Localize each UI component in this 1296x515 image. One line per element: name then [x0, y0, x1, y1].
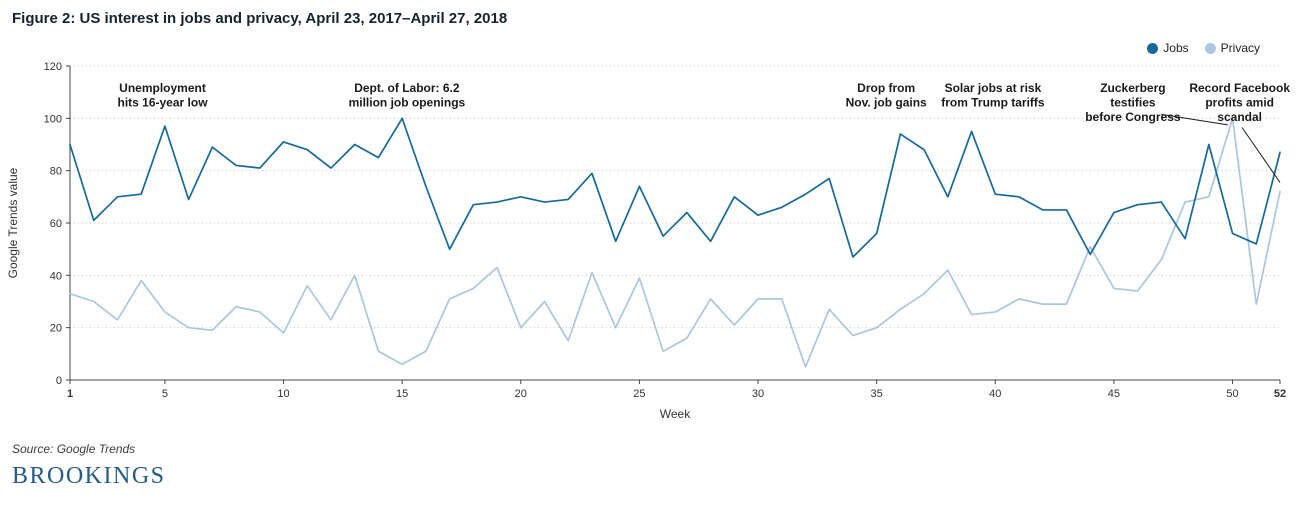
annotation-text: Nov. job gains: [846, 96, 927, 110]
legend-label-jobs: Jobs: [1163, 41, 1189, 55]
chart-legend: Jobs Privacy: [1147, 41, 1260, 55]
x-tick-label: 45: [1108, 388, 1120, 400]
source-note: Source: Google Trends: [12, 442, 136, 456]
annotation-text: Record Facebook: [1189, 81, 1290, 95]
brookings-logo: BROOKINGS: [12, 463, 166, 489]
x-tick-label: 15: [396, 388, 408, 400]
annotation-text: million job openings: [349, 96, 466, 110]
figure-page: Figure 2: US interest in jobs and privac…: [0, 9, 1296, 490]
figure-title: Figure 2: US interest in jobs and privac…: [12, 10, 508, 27]
annotation-text: Zuckerberg: [1100, 81, 1165, 95]
annotation-text: Solar jobs at risk: [945, 81, 1042, 95]
annotation-text: Dept. of Labor: 6.2: [354, 81, 460, 95]
annotation-text: profits amid: [1205, 96, 1274, 110]
privacy-series-dot-icon: [1204, 42, 1216, 54]
y-tick-label: 0: [56, 375, 62, 387]
x-tick-label: 50: [1226, 388, 1238, 400]
legend-label-privacy: Privacy: [1220, 41, 1260, 55]
x-tick-label: 52: [1274, 388, 1286, 400]
y-tick-label: 100: [44, 113, 62, 125]
annotation-text: Drop from: [857, 81, 915, 95]
legend-item-jobs: Jobs: [1147, 41, 1189, 55]
y-axis-title: Google Trends value: [6, 167, 20, 278]
jobs-series-dot-icon: [1147, 42, 1159, 54]
annotation-text: Unemployment: [119, 81, 206, 95]
x-axis-title: Week: [660, 407, 691, 421]
annotation-connector-line: [1241, 127, 1281, 183]
annotation-text: from Trump tariffs: [941, 96, 1045, 110]
y-tick-label: 20: [50, 323, 62, 335]
annotation-text: testifies: [1110, 96, 1156, 110]
annotation-text: hits 16-year low: [118, 96, 209, 110]
x-tick-label: 10: [277, 388, 289, 400]
x-tick-label: 40: [989, 388, 1001, 400]
annotation-connector-line: [1161, 113, 1228, 126]
y-tick-label: 80: [50, 166, 62, 178]
chart-area: Jobs Privacy 0 20 40 60 80 100 120 1 5 10 15 20 25 30…: [0, 28, 1296, 422]
x-tick-label: 30: [752, 388, 764, 400]
x-tick-label: 1: [67, 388, 73, 400]
x-tick-label: 35: [871, 388, 883, 400]
x-tick-label: 5: [162, 388, 168, 400]
x-tick-label: 25: [633, 388, 645, 400]
x-tick-label: 20: [515, 388, 527, 400]
legend-item-privacy: Privacy: [1204, 41, 1260, 55]
jobs-series-line: [69, 117, 1281, 258]
y-tick-label: 60: [50, 218, 62, 230]
annotation-text: before Congress: [1085, 110, 1181, 124]
y-tick-label: 40: [50, 270, 62, 282]
privacy-series-line: [69, 117, 1281, 368]
y-tick-label: 120: [44, 61, 62, 73]
annotation-text: scandal: [1217, 110, 1262, 124]
